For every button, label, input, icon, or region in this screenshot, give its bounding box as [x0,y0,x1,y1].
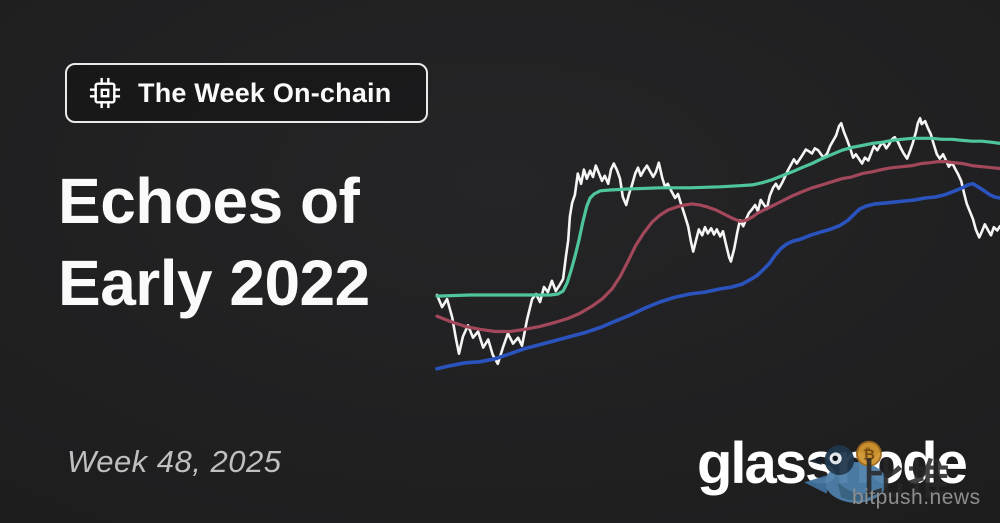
bitpush-bird-icon: ₿ [804,440,887,503]
series-ma-green [435,136,1000,298]
week-onchain-badge: The Week On-chain [65,63,428,123]
page-title: Echoes of Early 2022 [58,160,370,324]
series-ma-blue [435,182,1000,371]
series-ma-red [435,159,1000,334]
bitpush-cn-label: 比推 [862,455,955,504]
bitcoin-symbol: ₿ [863,446,875,463]
cpu-chip-icon [89,77,121,109]
onchain-chart [435,116,1000,371]
week-label: Week 48, 2025 [67,444,282,479]
title-line-2: Early 2022 [58,247,370,319]
series-price-white [435,116,1000,366]
bitpush-site-label: bitpush.news [852,486,981,509]
title-line-1: Echoes of [58,165,360,237]
badge-label: The Week On-chain [138,77,392,108]
bitcoin-coin-icon: ₿ [856,440,882,467]
